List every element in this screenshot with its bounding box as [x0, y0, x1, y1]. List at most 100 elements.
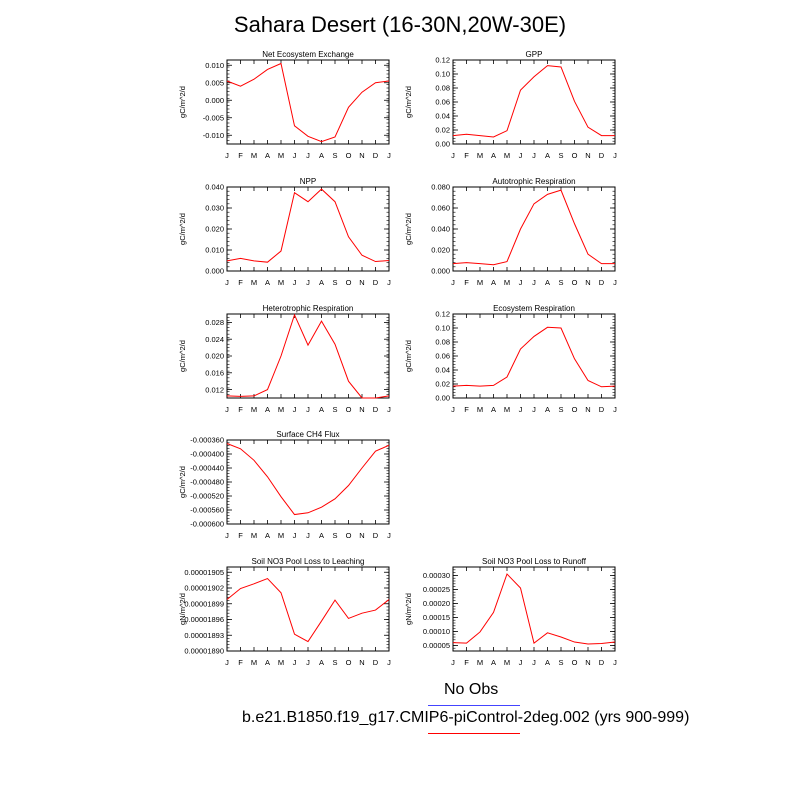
panel-frame	[452, 186, 616, 272]
x-tick-label: N	[359, 658, 364, 667]
x-tick-label: J	[306, 278, 310, 287]
y-tick-label: 0.08	[435, 84, 450, 93]
x-tick-label: M	[251, 405, 257, 414]
y-axis-label: gN/m^2/d	[404, 593, 413, 625]
x-tick-label: N	[585, 658, 590, 667]
y-tick-label: -0.010	[203, 131, 224, 140]
y-tick-label: 0.020	[205, 225, 224, 234]
x-tick-label: M	[278, 151, 284, 160]
x-tick-label: J	[387, 151, 391, 160]
panel-title: Autotrophic Respiration	[492, 177, 575, 186]
x-tick-label: D	[599, 405, 605, 414]
x-tick-label: O	[346, 531, 352, 540]
y-tick-label: 0.00025	[423, 585, 450, 594]
x-tick-label: J	[293, 658, 297, 667]
x-tick-label: A	[319, 658, 324, 667]
x-tick-label: M	[504, 405, 510, 414]
legend-line-no-obs	[428, 705, 520, 706]
x-tick-label: J	[306, 531, 310, 540]
y-tick-label: 0.00001893	[184, 631, 224, 640]
x-tick-label: N	[585, 405, 590, 414]
panel-frame	[452, 59, 616, 145]
x-tick-label: M	[504, 151, 510, 160]
y-tick-label: 0.00	[435, 140, 450, 149]
x-tick-label: A	[491, 151, 496, 160]
x-tick-label: M	[477, 151, 483, 160]
x-tick-label: S	[332, 531, 337, 540]
x-tick-label: A	[545, 658, 550, 667]
x-tick-label: J	[532, 658, 536, 667]
x-tick-label: J	[387, 278, 391, 287]
y-tick-label: 0.00001890	[184, 647, 224, 656]
y-tick-label: -0.000520	[190, 492, 224, 501]
y-axis-label: gC/m^2/d	[404, 86, 413, 118]
y-tick-label: 0.00001902	[184, 584, 224, 593]
x-tick-label: O	[572, 405, 578, 414]
x-tick-label: J	[532, 151, 536, 160]
legend-label-no-obs: No Obs	[444, 681, 499, 698]
x-tick-label: N	[585, 151, 590, 160]
x-tick-label: D	[373, 531, 379, 540]
x-tick-label: J	[293, 278, 297, 287]
y-tick-label: 0.10	[435, 70, 450, 79]
x-tick-label: J	[613, 658, 617, 667]
y-tick-label: 0.12	[435, 56, 450, 65]
x-tick-label: D	[373, 405, 379, 414]
y-axis-label: gC/m^2/d	[404, 213, 413, 245]
x-tick-label: S	[558, 278, 563, 287]
x-tick-label: A	[545, 278, 550, 287]
x-tick-label: J	[451, 278, 455, 287]
x-tick-label: D	[373, 278, 379, 287]
x-tick-label: A	[319, 405, 324, 414]
x-tick-label: F	[238, 531, 243, 540]
x-tick-label: N	[359, 405, 364, 414]
x-tick-label: J	[519, 405, 523, 414]
x-tick-label: A	[319, 531, 324, 540]
panel-frame	[226, 439, 390, 525]
y-tick-label: 0.00015	[423, 613, 450, 622]
series-line	[226, 577, 390, 643]
x-tick-label: M	[278, 658, 284, 667]
y-tick-label: -0.000560	[190, 506, 224, 515]
x-tick-label: N	[359, 278, 364, 287]
x-tick-label: J	[613, 405, 617, 414]
panel-title: NPP	[300, 177, 316, 186]
panel-title: Ecosystem Respiration	[493, 304, 575, 313]
y-tick-label: -0.000360	[190, 436, 224, 445]
series-line	[452, 573, 616, 645]
x-tick-label: J	[225, 658, 229, 667]
series-line	[226, 188, 390, 263]
y-tick-label: -0.000600	[190, 520, 224, 529]
x-tick-label: F	[464, 405, 469, 414]
y-tick-label: 0.030	[205, 204, 224, 213]
x-tick-label: A	[265, 405, 270, 414]
x-tick-label: J	[532, 405, 536, 414]
x-tick-label: F	[238, 405, 243, 414]
x-tick-label: S	[558, 658, 563, 667]
y-tick-label: 0.040	[431, 225, 450, 234]
x-tick-label: J	[613, 151, 617, 160]
y-axis-label: gC/m^2/d	[178, 466, 187, 498]
y-tick-label: 0.10	[435, 324, 450, 333]
y-tick-label: 0.016	[205, 369, 224, 378]
y-axis-label: gC/m^2/d	[178, 213, 187, 245]
x-tick-label: D	[599, 658, 605, 667]
y-tick-label: 0.04	[435, 366, 450, 375]
x-tick-label: O	[346, 658, 352, 667]
y-tick-label: 0.080	[431, 183, 450, 192]
y-tick-label: 0.028	[205, 318, 224, 327]
y-axis-label: gC/m^2/d	[404, 340, 413, 372]
x-tick-label: J	[293, 151, 297, 160]
x-tick-label: F	[464, 151, 469, 160]
x-tick-label: M	[477, 658, 483, 667]
x-tick-label: A	[265, 278, 270, 287]
panel-frame	[226, 566, 390, 652]
y-tick-label: 0.060	[431, 204, 450, 213]
y-tick-label: 0.010	[205, 246, 224, 255]
